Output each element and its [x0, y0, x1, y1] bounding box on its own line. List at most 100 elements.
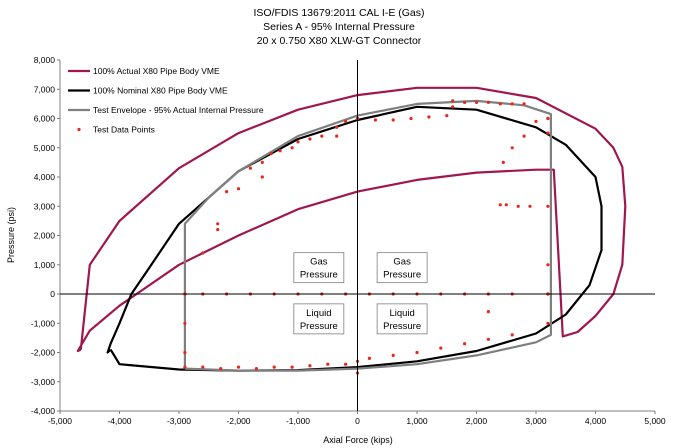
- test-data-point: [335, 134, 339, 138]
- test-data-point: [463, 342, 467, 346]
- test-data-point: [183, 321, 187, 325]
- test-data-point: [501, 160, 505, 164]
- legend-entry: 100% Actual X80 Pipe Body VME: [93, 66, 220, 76]
- test-data-point: [546, 204, 550, 208]
- x-tick-label: -2,000: [226, 416, 250, 426]
- test-data-point: [451, 99, 455, 103]
- test-data-point: [236, 187, 241, 191]
- test-data-point: [409, 116, 413, 121]
- x-tick-label: -4,000: [107, 416, 131, 426]
- test-data-point: [260, 175, 264, 179]
- y-tick-label: -3,000: [31, 377, 55, 387]
- axes: -5,000 -4,000 -3,000 -2,000 -1,000 0 1,000 2,00…: [31, 55, 666, 426]
- test-data-point: [522, 134, 526, 138]
- test-data-point: [308, 137, 312, 141]
- region-box: [293, 303, 345, 335]
- test-data-point: [216, 222, 220, 226]
- y-tick-label: 8,000: [34, 55, 56, 65]
- test-data-point: [546, 116, 550, 121]
- test-data-point: [463, 100, 467, 104]
- x-tick-label: 5,000: [644, 416, 666, 426]
- test-data-point: [296, 140, 300, 144]
- test-data-point: [391, 118, 395, 122]
- test-data-point: [225, 190, 229, 194]
- test-data-point: [451, 105, 455, 109]
- y-tick-label: -4,000: [31, 406, 55, 416]
- test-data-point: [486, 310, 490, 314]
- y-tick-label: 6,000: [34, 114, 56, 124]
- y-tick-label: 3,000: [34, 201, 56, 211]
- test-data-point: [486, 337, 490, 341]
- test-data-point: [546, 131, 550, 135]
- legend-entry: Test Envelope - 95% Actual Internal Pres…: [93, 105, 264, 115]
- test-data-point: [201, 365, 205, 369]
- test-data-point: [504, 203, 508, 207]
- test-data-point: [510, 333, 514, 337]
- chart-title-line-2: Series A - 95% Internal Pressure: [263, 21, 415, 33]
- test-data-point: [528, 204, 532, 208]
- test-data-point: [183, 365, 187, 369]
- legend: 100% Actual X80 Pipe Body VME 100% Nomina…: [68, 66, 264, 135]
- region-label: Pressure: [300, 270, 338, 281]
- test-data-point: [260, 160, 264, 164]
- test-data-point: [236, 365, 241, 369]
- region-box: [376, 252, 428, 284]
- legend-marker: [77, 127, 81, 132]
- x-tick-label: 3,000: [525, 416, 547, 426]
- test-data-point: [516, 204, 520, 208]
- y-tick-label: -1,000: [31, 318, 55, 328]
- test-data-point: [308, 364, 312, 368]
- legend-entry: Test Data Points: [93, 125, 155, 135]
- x-axis-label: Axial Force (kips): [323, 435, 393, 445]
- y-tick-label: 0: [50, 289, 55, 299]
- region-label: Pressure: [383, 270, 421, 281]
- region-label: Pressure: [383, 321, 421, 332]
- y-tick-label: 4,000: [34, 172, 56, 182]
- x-tick-label: -5,000: [48, 416, 72, 426]
- test-data-point: [254, 367, 258, 371]
- test-data-point: [474, 100, 479, 104]
- test-data-point: [344, 119, 348, 123]
- test-data-point: [498, 203, 502, 207]
- test-data-point: [498, 102, 502, 106]
- test-data-point: [344, 362, 348, 366]
- region-label: Gas: [310, 257, 328, 268]
- x-tick-label: -1,000: [286, 416, 310, 426]
- test-data-point: [216, 228, 220, 232]
- test-data-point: [534, 119, 538, 123]
- region-label: Gas: [393, 257, 411, 268]
- test-data-point: [272, 365, 276, 369]
- region-label: Liquid: [306, 308, 331, 319]
- test-data-point: [486, 100, 490, 104]
- series-line-3: [183, 99, 552, 372]
- test-data-point: [439, 346, 443, 350]
- region-box: [293, 252, 345, 284]
- chart-title-line-1: ISO/FDIS 13679:2011 CAL I-E (Gas): [254, 7, 425, 19]
- chart-title-line-3: 20 x 0.750 X80 XLW-GT Connector: [257, 35, 422, 47]
- region-label: Pressure: [300, 321, 338, 332]
- test-data-point: [522, 102, 526, 106]
- x-tick-label: 4,000: [585, 416, 607, 426]
- test-data-point: [546, 263, 550, 267]
- test-data-point: [219, 367, 223, 371]
- x-tick-label: 2,000: [466, 416, 488, 426]
- test-data-point: [510, 102, 514, 106]
- y-tick-label: 5,000: [34, 143, 56, 153]
- x-tick-label: 0: [355, 416, 360, 426]
- test-data-point: [201, 251, 205, 255]
- test-data-point: [510, 146, 514, 150]
- y-tick-label: 7,000: [34, 84, 56, 94]
- test-data-point: [248, 166, 252, 170]
- test-data-point: [415, 350, 419, 355]
- test-data-point: [269, 152, 273, 156]
- y-tick-label: 1,000: [34, 260, 56, 270]
- test-data-point: [290, 365, 294, 369]
- x-tick-label: -3,000: [167, 416, 191, 426]
- region-annotations: Gas Pressure Gas Pressure Liquid Pressure Liqu…: [293, 252, 428, 335]
- test-data-point: [335, 125, 339, 129]
- test-data-point: [546, 321, 550, 325]
- test-data-point: [320, 134, 324, 138]
- legend-entry: 100% Nominal X80 Pipe Body VME: [93, 86, 228, 96]
- y-axis-label: Pressure (psi): [6, 207, 16, 263]
- test-data-point: [326, 362, 330, 366]
